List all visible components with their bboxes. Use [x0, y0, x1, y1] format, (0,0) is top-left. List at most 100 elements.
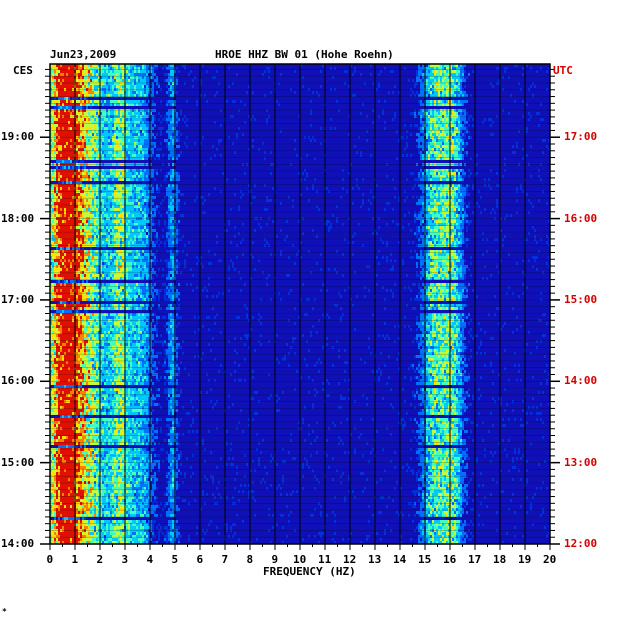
spectrogram-cell: [98, 85, 100, 88]
spectrogram-cell: [176, 226, 178, 229]
spectrogram-cell: [70, 67, 72, 70]
spectrogram-cell: [100, 205, 102, 208]
spectrogram-cell: [122, 217, 124, 220]
spectrogram-cell: [58, 163, 60, 166]
spectrogram-cell: [64, 112, 66, 115]
spectrogram-cell: [114, 217, 116, 220]
spectrogram-cell: [66, 91, 68, 94]
spectrogram-cell: [116, 145, 118, 148]
spectrogram-cell: [404, 124, 406, 127]
spectrogram-cell: [64, 187, 66, 190]
spectrogram-cell: [360, 154, 362, 157]
spectrogram-cell: [96, 205, 98, 208]
spectrogram-cell: [64, 229, 66, 232]
spectrogram-cell: [126, 193, 128, 196]
spectrogram-cell: [92, 154, 94, 157]
spectrogram-cell: [414, 211, 416, 214]
spectrogram-cell: [122, 169, 124, 172]
spectrogram-cell: [112, 163, 114, 166]
spectrogram-cell: [448, 145, 450, 148]
spectrogram-cell: [448, 118, 450, 121]
spectrogram-cell: [416, 70, 418, 73]
spectrogram-cell: [456, 148, 458, 151]
spectrogram-cell: [438, 217, 440, 220]
spectrogram-cell: [138, 217, 140, 220]
spectrogram-cell: [294, 91, 296, 94]
spectrogram-cell: [86, 64, 88, 67]
spectrogram-cell: [104, 157, 106, 160]
spectrogram-cell: [82, 148, 84, 151]
spectrogram-cell: [144, 205, 146, 208]
spectrogram-cell: [100, 169, 102, 172]
spectrogram-cell: [446, 208, 448, 211]
spectrogram-cell: [116, 112, 118, 115]
spectrogram-cell: [92, 196, 94, 199]
spectrogram-cell: [166, 91, 168, 94]
spectrogram-cell: [162, 127, 164, 130]
spectrogram-cell: [426, 175, 428, 178]
spectrogram-cell: [58, 112, 60, 115]
spectrogram-cell: [458, 151, 460, 154]
spectrogram-cell: [128, 121, 130, 124]
spectrogram-cell: [88, 184, 90, 187]
spectrogram-cell: [64, 118, 66, 121]
spectrogram-cell: [96, 115, 98, 118]
spectrogram-cell: [108, 157, 110, 160]
spectrogram-cell: [270, 91, 272, 94]
spectrogram-cell: [436, 115, 438, 118]
spectrogram-cell: [114, 73, 116, 76]
spectrogram-cell: [430, 103, 432, 106]
spectrogram-cell: [532, 226, 534, 229]
spectrogram-cell: [432, 64, 434, 67]
spectrogram-cell: [132, 220, 134, 223]
spectrogram-cell: [68, 82, 70, 85]
spectrogram-cell: [436, 133, 438, 136]
spectrogram-cell: [428, 178, 430, 181]
spectrogram-cell: [152, 121, 154, 124]
spectrogram-cell: [152, 172, 154, 175]
spectrogram-cell: [448, 199, 450, 202]
spectrogram-cell: [60, 181, 62, 184]
spectrogram-cell: [172, 82, 174, 85]
spectrogram-cell: [136, 202, 138, 205]
spectrogram-cell: [102, 94, 104, 97]
spectrogram-cell: [52, 85, 54, 88]
spectrogram-cell: [366, 139, 368, 142]
spectrogram-cell: [170, 205, 172, 208]
spectrogram-cell: [52, 229, 54, 232]
spectrogram-cell: [454, 208, 456, 211]
spectrogram-cell: [218, 139, 220, 142]
spectrogram-cell: [426, 139, 428, 142]
spectrogram-cell: [60, 88, 62, 91]
spectrogram-cell: [418, 151, 420, 154]
spectrogram-cell: [114, 223, 116, 226]
spectrogram-cell: [126, 157, 128, 160]
spectrogram-cell: [116, 220, 118, 223]
spectrogram-cell: [542, 190, 544, 193]
spectrogram-cell: [434, 124, 436, 127]
spectrogram-cell: [54, 229, 56, 232]
spectrogram-cell: [434, 217, 436, 220]
spectrogram-cell: [90, 184, 92, 187]
spectrogram-cell: [68, 151, 70, 154]
spectrogram-cell: [52, 121, 54, 124]
spectrogram-cell: [104, 211, 106, 214]
spectrogram-cell: [102, 109, 104, 112]
spectrogram-cell: [126, 202, 128, 205]
spectrogram-cell: [60, 121, 62, 124]
spectrogram-cell: [50, 193, 52, 196]
spectrogram-cell: [64, 85, 66, 88]
spectrogram-cell: [122, 148, 124, 151]
spectrogram-cell: [432, 229, 434, 232]
spectrogram-cell: [110, 133, 112, 136]
spectrogram-cell: [428, 226, 430, 229]
spectrogram-cell: [440, 190, 442, 193]
spectrogram-cell: [94, 103, 96, 106]
spectrogram-cell: [86, 178, 88, 181]
spectrogram-cell: [54, 235, 56, 238]
spectrogram-cell: [92, 145, 94, 148]
spectrogram-cell: [78, 133, 80, 136]
spectrogram-cell: [430, 109, 432, 112]
spectrogram-cell: [68, 130, 70, 133]
spectrogram-cell: [140, 157, 142, 160]
